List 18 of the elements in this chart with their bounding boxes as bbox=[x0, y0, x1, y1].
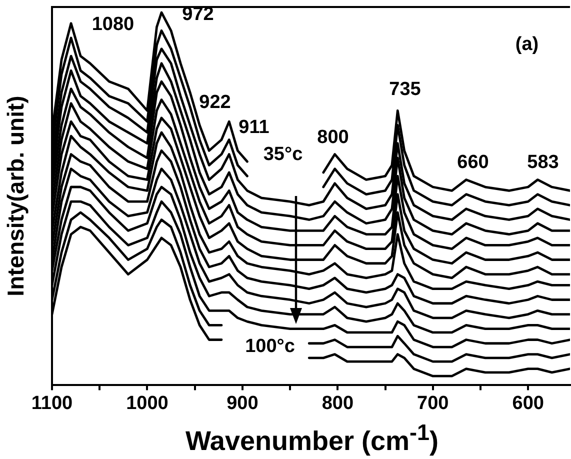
x-tick-label: 600 bbox=[512, 392, 544, 414]
y-axis-title: Intensity(arb. unit) bbox=[2, 96, 30, 296]
annotation: 1080 bbox=[92, 14, 134, 36]
x-tick-label: 1000 bbox=[126, 392, 168, 414]
annotation: 911 bbox=[238, 117, 270, 138]
annotation: 100°c bbox=[245, 336, 296, 358]
annotation: 35°c bbox=[263, 144, 304, 166]
x-tick-label: 800 bbox=[322, 392, 354, 414]
annotation: 735 bbox=[389, 79, 422, 100]
annotation: 583 bbox=[527, 152, 559, 174]
x-tick-label: 700 bbox=[417, 392, 449, 414]
annotation: 660 bbox=[457, 152, 489, 174]
x-axis-title: Wavenumber (cm$^{-1}$) bbox=[184, 420, 440, 457]
x-tick-label: 1100 bbox=[31, 392, 73, 414]
annotation: (a) bbox=[515, 34, 539, 56]
annotation: 800 bbox=[317, 127, 349, 148]
x-tick-label: 900 bbox=[226, 392, 258, 414]
annotation: 922 bbox=[199, 92, 231, 114]
